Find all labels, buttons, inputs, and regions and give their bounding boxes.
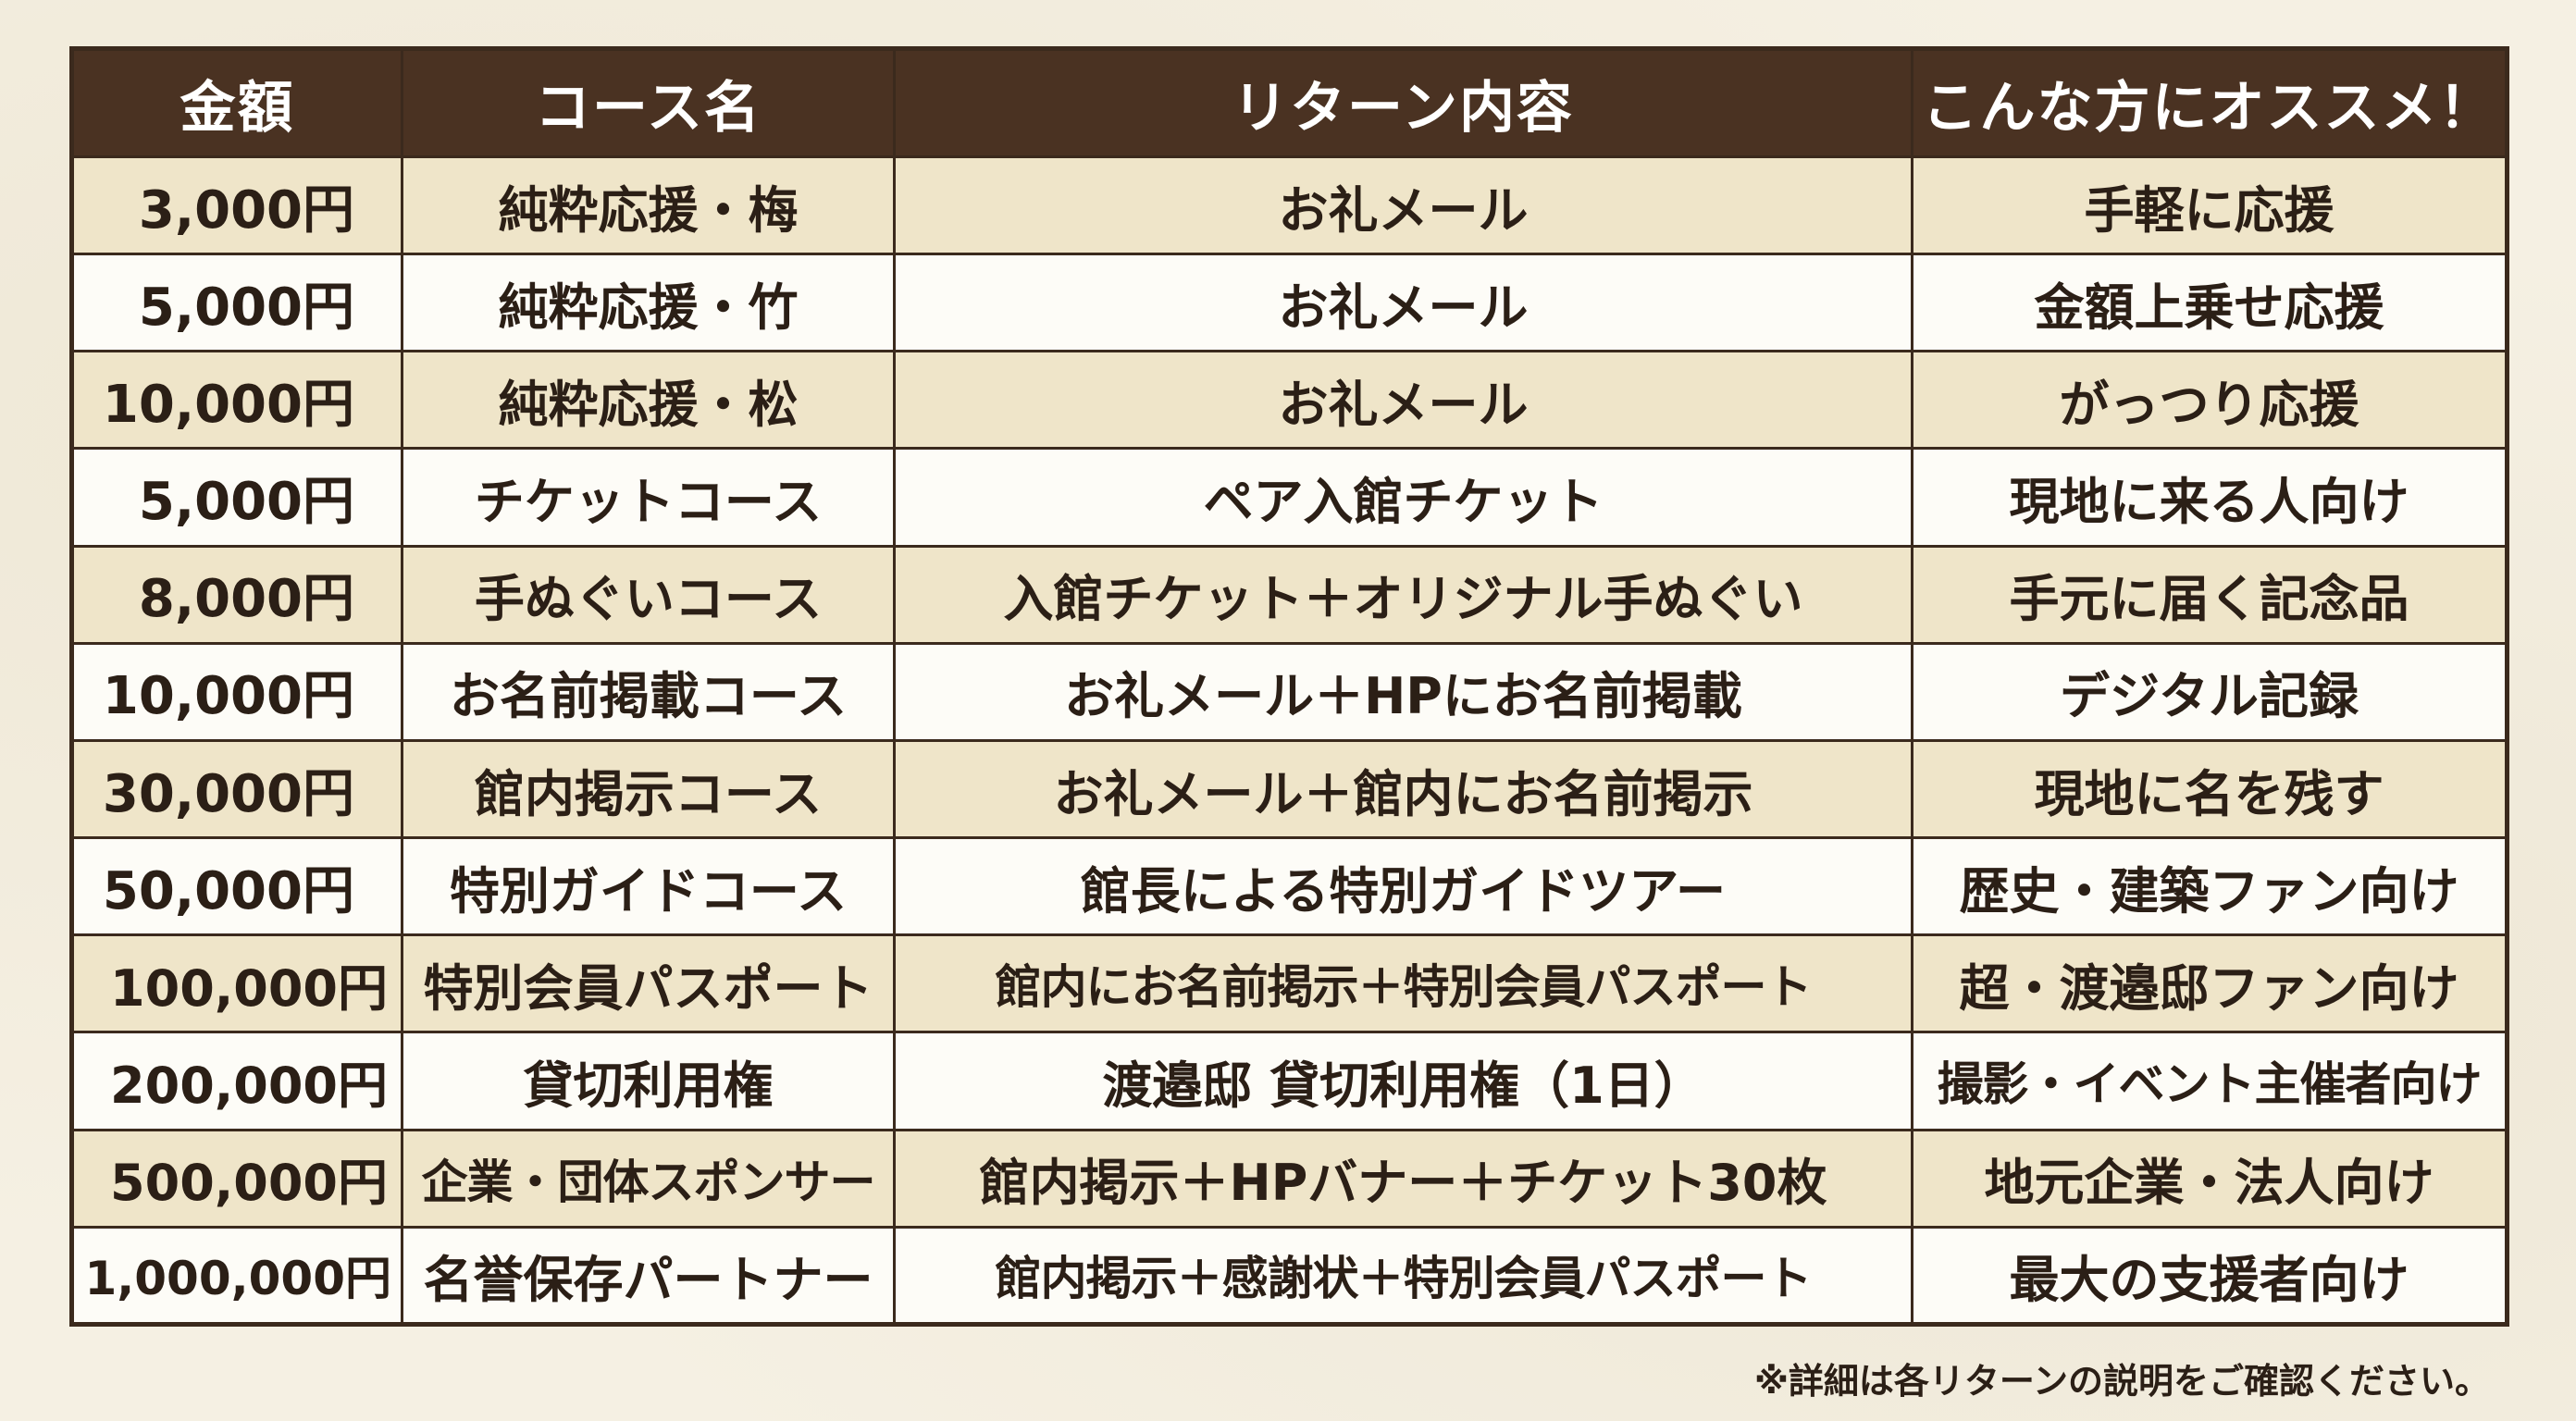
reward-cell: ペア入館チケット (893, 447, 1913, 548)
course-name-cell: 特別ガイドコース (401, 836, 896, 937)
course-name-cell: チケットコース (401, 447, 896, 548)
amount-cell: 10,000円 (70, 350, 403, 451)
table-row: 5,000円 チケットコース ペア入館チケット 現地に来る人向け (70, 447, 2508, 548)
amount-cell: 200,000円 (70, 1031, 403, 1131)
amount-cell: 50,000円 (70, 836, 403, 937)
reward-cell: 館長による特別ガイドツアー (893, 836, 1913, 937)
table-header: 金額 コース名 リターン内容 こんな方にオススメ！ (70, 47, 2508, 158)
reward-cell: お礼メール＋館内にお名前掲示 (893, 738, 1913, 840)
header-recommended-for: こんな方にオススメ！ (1911, 47, 2508, 158)
table-body: 3,000円 純粋応援・梅 お礼メール 手軽に応援 5,000円 純粋応援・竹 … (70, 154, 2508, 1327)
course-name-cell: 純粋応援・松 (401, 350, 896, 451)
header-reward-content: リターン内容 (893, 47, 1913, 158)
course-name-cell: 館内掲示コース (401, 738, 896, 840)
header-amount: 金額 (70, 47, 403, 158)
amount-cell: 10,000円 (70, 641, 403, 742)
amount-cell: 100,000円 (70, 933, 403, 1034)
amount-cell: 3,000円 (70, 154, 403, 256)
reward-cell: 館内にお名前掲示＋特別会員パスポート (893, 933, 1913, 1034)
amount-cell: 5,000円 (70, 447, 403, 548)
footnote: ※詳細は各リターンの説明をご確認ください。 (1753, 1361, 2490, 1402)
recommend-cell: 撮影・イベント主催者向け (1911, 1031, 2508, 1131)
course-name-cell: 名誉保存パートナー (401, 1225, 896, 1327)
course-name-cell: 純粋応援・梅 (401, 154, 896, 256)
recommend-cell: デジタル記録 (1911, 641, 2508, 742)
recommend-cell: 手軽に応援 (1911, 154, 2508, 256)
reward-cell: お礼メール (893, 253, 1913, 353)
header-course-name: コース名 (401, 47, 896, 158)
recommend-cell: 歴史・建築ファン向け (1911, 836, 2508, 937)
reward-cell: 館内掲示＋HPバナー＋チケット30枚 (893, 1128, 1913, 1229)
table-row: 200,000円 貸切利用権 渡邉邸 貸切利用権（1日） 撮影・イベント主催者向… (70, 1031, 2508, 1131)
header-row: 金額 コース名 リターン内容 こんな方にオススメ！ (70, 47, 2508, 158)
table-row: 3,000円 純粋応援・梅 お礼メール 手軽に応援 (70, 154, 2508, 256)
amount-cell: 5,000円 (70, 253, 403, 353)
recommend-cell: 手元に届く記念品 (1911, 544, 2508, 645)
reward-cell: お礼メール＋HPにお名前掲載 (893, 641, 1913, 742)
course-name-cell: 手ぬぐいコース (401, 544, 896, 645)
table-row: 5,000円 純粋応援・竹 お礼メール 金額上乗せ応援 (70, 253, 2508, 353)
amount-cell: 8,000円 (70, 544, 403, 645)
table-row: 8,000円 手ぬぐいコース 入館チケット＋オリジナル手ぬぐい 手元に届く記念品 (70, 544, 2508, 645)
course-name-cell: 純粋応援・竹 (401, 253, 896, 353)
reward-cell: 渡邉邸 貸切利用権（1日） (893, 1031, 1913, 1131)
course-name-cell: お名前掲載コース (401, 641, 896, 742)
amount-cell: 30,000円 (70, 738, 403, 840)
table-row: 10,000円 純粋応援・松 お礼メール がっつり応援 (70, 350, 2508, 451)
table-row: 10,000円 お名前掲載コース お礼メール＋HPにお名前掲載 デジタル記録 (70, 641, 2508, 742)
course-name-cell: 特別会員パスポート (401, 933, 896, 1034)
course-name-cell: 貸切利用権 (401, 1031, 896, 1131)
amount-cell: 500,000円 (70, 1128, 403, 1229)
amount-cell: 1,000,000円 (70, 1225, 403, 1327)
recommend-cell: 現地に来る人向け (1911, 447, 2508, 548)
table-row: 100,000円 特別会員パスポート 館内にお名前掲示＋特別会員パスポート 超・… (70, 933, 2508, 1034)
reward-cell: お礼メール (893, 350, 1913, 451)
recommend-cell: がっつり応援 (1911, 350, 2508, 451)
table-row: 30,000円 館内掲示コース お礼メール＋館内にお名前掲示 現地に名を残す (70, 738, 2508, 840)
recommend-cell: 金額上乗せ応援 (1911, 253, 2508, 353)
reward-cell: 館内掲示＋感謝状＋特別会員パスポート (893, 1225, 1913, 1327)
reward-cell: お礼メール (893, 154, 1913, 256)
recommend-cell: 地元企業・法人向け (1911, 1128, 2508, 1229)
table-row: 1,000,000円 名誉保存パートナー 館内掲示＋感謝状＋特別会員パスポート … (70, 1225, 2508, 1327)
table-row: 500,000円 企業・団体スポンサー 館内掲示＋HPバナー＋チケット30枚 地… (70, 1128, 2508, 1229)
course-name-cell: 企業・団体スポンサー (401, 1128, 896, 1229)
recommend-cell: 最大の支援者向け (1911, 1225, 2508, 1327)
table-row: 50,000円 特別ガイドコース 館長による特別ガイドツアー 歴史・建築ファン向… (70, 836, 2508, 937)
returns-table: 金額 コース名 リターン内容 こんな方にオススメ！ 3,000円 純粋応援・梅 … (69, 46, 2509, 1327)
returns-table-container: 金額 コース名 リターン内容 こんな方にオススメ！ 3,000円 純粋応援・梅 … (69, 46, 2509, 1327)
reward-cell: 入館チケット＋オリジナル手ぬぐい (893, 544, 1913, 645)
recommend-cell: 超・渡邉邸ファン向け (1911, 933, 2508, 1034)
recommend-cell: 現地に名を残す (1911, 738, 2508, 840)
